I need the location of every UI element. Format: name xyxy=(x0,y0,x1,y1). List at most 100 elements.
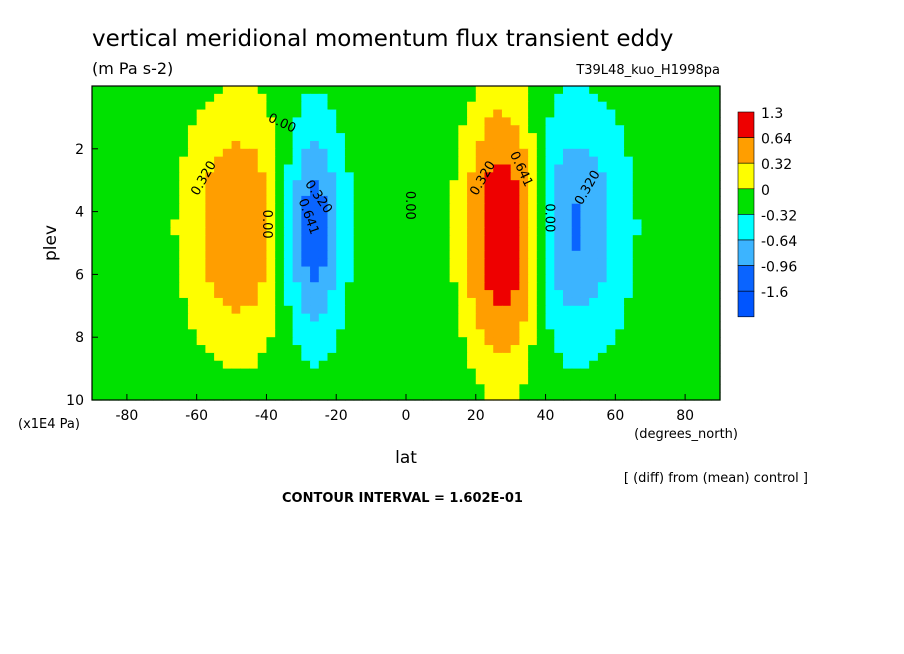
heatmap-cell xyxy=(388,337,398,346)
heatmap-cell xyxy=(187,125,198,134)
heatmap-cell xyxy=(423,258,433,268)
y-units-label: (x1E4 Pa) xyxy=(18,417,80,432)
heatmap-cell xyxy=(658,243,669,252)
heatmap-cell xyxy=(432,188,442,197)
heatmap-cell xyxy=(711,140,721,150)
heatmap-cell xyxy=(676,360,686,370)
heatmap-cell xyxy=(388,203,398,213)
heatmap-cell xyxy=(632,109,643,118)
heatmap-cell xyxy=(563,282,573,291)
heatmap-cell xyxy=(196,345,206,354)
heatmap-cell xyxy=(475,93,486,103)
heatmap-cell xyxy=(597,211,608,221)
heatmap-cell xyxy=(580,282,590,291)
heatmap-cell xyxy=(571,140,582,150)
heatmap-cell xyxy=(179,384,189,393)
heatmap-cell xyxy=(580,180,590,189)
heatmap-cell xyxy=(196,384,206,393)
plot-area xyxy=(91,85,721,401)
heatmap-cell xyxy=(606,203,616,213)
heatmap-cell xyxy=(214,337,224,346)
heatmap-cell xyxy=(693,133,704,142)
heatmap-cell xyxy=(310,219,320,228)
x-tick-label: -80 xyxy=(115,408,138,424)
heatmap-cell xyxy=(685,133,695,142)
heatmap-cell xyxy=(589,297,599,307)
heatmap-cell xyxy=(641,133,651,142)
heatmap-cell xyxy=(100,290,111,299)
heatmap-cell xyxy=(214,227,224,236)
heatmap-cell xyxy=(658,297,669,307)
heatmap-cell xyxy=(475,101,486,111)
heatmap-cell xyxy=(501,297,512,307)
heatmap-cell xyxy=(702,313,712,323)
heatmap-cell xyxy=(440,243,451,252)
heatmap-cell xyxy=(554,360,564,370)
heatmap-cell xyxy=(371,188,381,197)
heatmap-cell xyxy=(170,211,180,221)
heatmap-cell xyxy=(423,376,433,385)
diff-note: [ (diff) from (mean) control ] xyxy=(624,471,808,486)
heatmap-cell xyxy=(196,243,206,252)
heatmap-cell xyxy=(658,195,669,205)
heatmap-cell xyxy=(92,125,102,134)
heatmap-cell xyxy=(554,164,564,173)
heatmap-cell xyxy=(379,258,390,268)
heatmap-cell xyxy=(336,297,346,307)
heatmap-cell xyxy=(484,274,494,283)
heatmap-cell xyxy=(310,109,320,118)
heatmap-cell xyxy=(554,368,564,378)
heatmap-cell xyxy=(545,140,555,150)
heatmap-cell xyxy=(100,274,111,283)
heatmap-cell xyxy=(379,188,390,197)
heatmap-cell xyxy=(650,117,660,126)
heatmap-cell xyxy=(214,109,224,118)
heatmap-cell xyxy=(153,148,163,158)
heatmap-cell xyxy=(658,258,669,268)
heatmap-cell xyxy=(222,211,233,221)
heatmap-cell xyxy=(580,125,590,134)
heatmap-cell xyxy=(458,156,468,166)
x-tick-label: 20 xyxy=(467,408,485,424)
heatmap-cell xyxy=(510,345,520,354)
heatmap-cell xyxy=(92,211,102,221)
heatmap-cell xyxy=(493,93,503,103)
heatmap-cell xyxy=(536,376,547,385)
heatmap-cell xyxy=(615,329,625,338)
heatmap-cell xyxy=(510,290,520,299)
heatmap-cell xyxy=(406,211,416,221)
heatmap-cell xyxy=(310,203,320,213)
heatmap-cell xyxy=(283,266,294,275)
heatmap-cell xyxy=(318,148,329,158)
heatmap-cell xyxy=(641,140,651,150)
heatmap-cell xyxy=(554,305,564,315)
heatmap-cell xyxy=(484,297,494,307)
heatmap-cell xyxy=(658,250,669,260)
heatmap-cell xyxy=(676,282,686,291)
heatmap-cell xyxy=(597,345,608,354)
heatmap-cell xyxy=(632,258,643,268)
heatmap-cell xyxy=(458,86,468,95)
heatmap-cell xyxy=(292,227,302,236)
heatmap-cell xyxy=(571,227,582,236)
heatmap-cell xyxy=(414,227,425,236)
heatmap-cell xyxy=(519,195,529,205)
heatmap-cell xyxy=(109,93,119,103)
heatmap-cell xyxy=(554,329,564,338)
heatmap-cell xyxy=(423,86,433,95)
heatmap-cell xyxy=(702,172,712,181)
heatmap-cell xyxy=(292,266,302,275)
heatmap-cell xyxy=(353,109,363,118)
heatmap-cell xyxy=(318,125,329,134)
heatmap-cell xyxy=(144,329,154,338)
heatmap-cell xyxy=(693,86,704,95)
heatmap-cell xyxy=(344,321,355,330)
heatmap-cell xyxy=(118,305,128,315)
heatmap-cell xyxy=(414,290,425,299)
heatmap-cell xyxy=(519,156,529,166)
heatmap-cell xyxy=(693,297,704,307)
heatmap-cell xyxy=(536,93,547,103)
heatmap-cell xyxy=(92,140,102,150)
heatmap-cell xyxy=(528,133,538,142)
heatmap-cell xyxy=(231,368,241,378)
